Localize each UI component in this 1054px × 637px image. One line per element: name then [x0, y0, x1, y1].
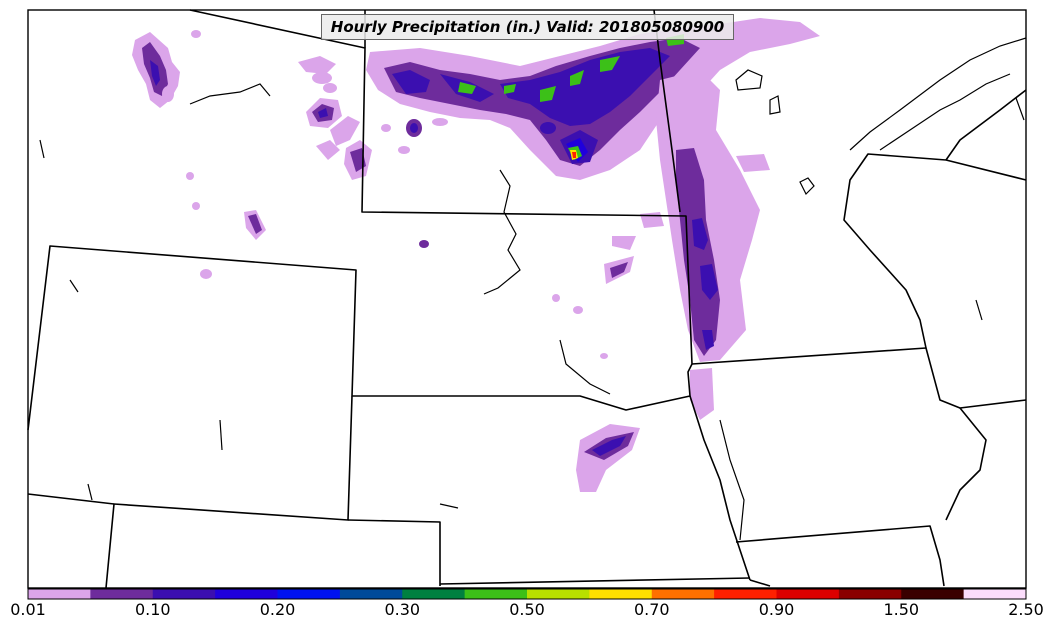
colorbar-swatch [527, 589, 590, 599]
colorbar-swatch [28, 589, 91, 599]
state-boundaries [27, 9, 1027, 589]
precip-cell-nw-montana [132, 30, 201, 108]
colorbar-swatch [901, 589, 965, 599]
precip-field [132, 18, 820, 492]
precip-band-north-dakota [366, 18, 820, 180]
colorbar-tick-label: 0.70 [633, 600, 670, 619]
coastlines [39, 37, 1027, 541]
colorbar-swatch [963, 589, 1027, 599]
colorbar-swatch [277, 589, 341, 599]
precip-band-red-river [419, 70, 770, 420]
colorbar-tick-label: 0.30 [384, 600, 421, 619]
colorbar-swatch [339, 589, 403, 599]
colorbar-tick-label: 0.50 [509, 600, 545, 619]
colorbar-tick-label: 0.10 [134, 600, 171, 619]
colorbar-swatch [714, 589, 778, 599]
colorbar-swatch [651, 589, 715, 599]
map-title: Hourly Precipitation (in.) Valid: 201805… [321, 14, 734, 40]
colorbar-tick-label: 2.50 [1008, 600, 1044, 619]
colorbar-swatch [90, 589, 154, 599]
colorbar-swatch [402, 589, 466, 599]
colorbar-swatch [838, 589, 902, 599]
colorbar-tick-label: 0.90 [758, 600, 795, 619]
colorbar-swatch [464, 589, 528, 599]
colorbar [27, 588, 1027, 600]
colorbar-swatch [215, 589, 279, 599]
colorbar-outline [27, 588, 1027, 600]
colorbar-tick-label: 0.01 [10, 600, 46, 619]
colorbar-tick-label: 1.50 [883, 600, 920, 619]
precip-cell-central-montana [186, 56, 372, 279]
colorbar-labels: 0.01 0.10 0.20 0.30 0.50 0.70 0.90 1.50 2.50 [0, 600, 1054, 626]
colorbar-swatch [776, 589, 840, 599]
colorbar-swatch [589, 589, 653, 599]
colorbar-tick-label: 0.20 [259, 600, 296, 619]
precip-cell-nebraska [576, 424, 640, 492]
colorbar-swatch [152, 589, 216, 599]
